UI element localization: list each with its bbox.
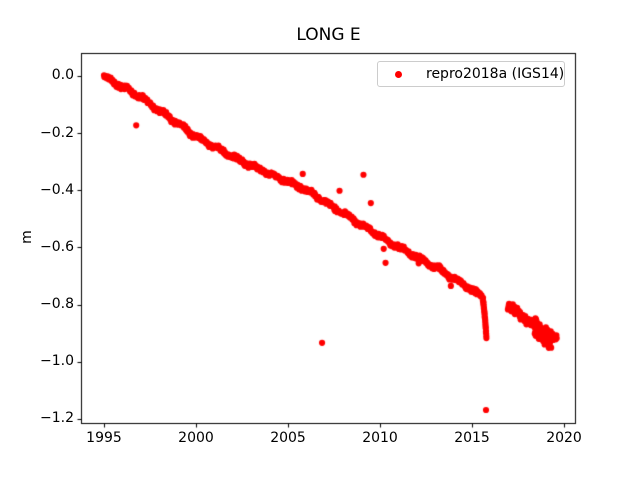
legend: repro2018a (IGS14) xyxy=(377,61,565,87)
legend-dot-marker-icon xyxy=(395,70,402,78)
legend-label: repro2018a (IGS14) xyxy=(426,66,565,82)
